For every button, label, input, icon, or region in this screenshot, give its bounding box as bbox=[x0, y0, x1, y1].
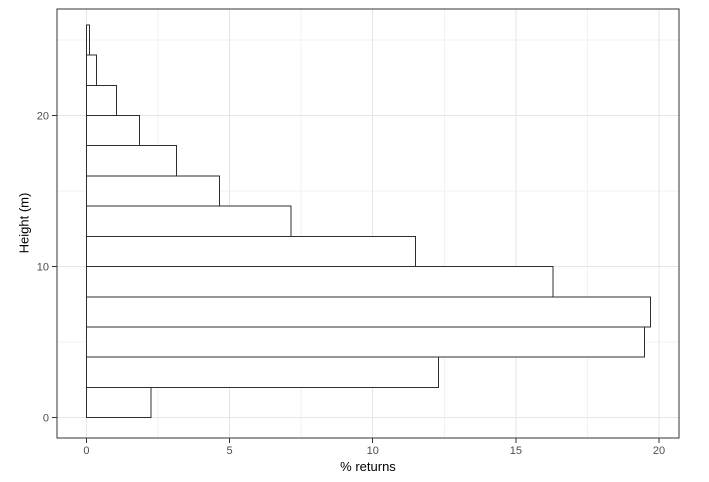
bar bbox=[85, 175, 221, 207]
y-tick-label: 0 bbox=[43, 413, 49, 425]
bar bbox=[85, 266, 554, 298]
bar bbox=[85, 296, 651, 328]
x-tick-label: 15 bbox=[510, 445, 522, 457]
bar bbox=[85, 326, 646, 358]
x-tick-label: 10 bbox=[367, 445, 379, 457]
y-tick-label: 20 bbox=[37, 110, 49, 122]
bar bbox=[85, 24, 90, 56]
x-tick-label: 5 bbox=[227, 445, 233, 457]
x-tick-label: 0 bbox=[83, 445, 89, 457]
bar bbox=[85, 145, 178, 177]
bar bbox=[85, 386, 152, 419]
bar bbox=[85, 114, 140, 147]
panel-border bbox=[56, 8, 680, 439]
bar bbox=[85, 84, 118, 116]
x-tick-label: 20 bbox=[653, 445, 665, 457]
x-axis-title: % returns bbox=[340, 459, 396, 474]
bar bbox=[85, 235, 417, 268]
bar bbox=[85, 54, 98, 86]
bar bbox=[85, 356, 440, 388]
y-tick-label: 10 bbox=[37, 262, 49, 274]
bar bbox=[85, 205, 292, 237]
y-axis-title: Height (m) bbox=[16, 192, 32, 254]
